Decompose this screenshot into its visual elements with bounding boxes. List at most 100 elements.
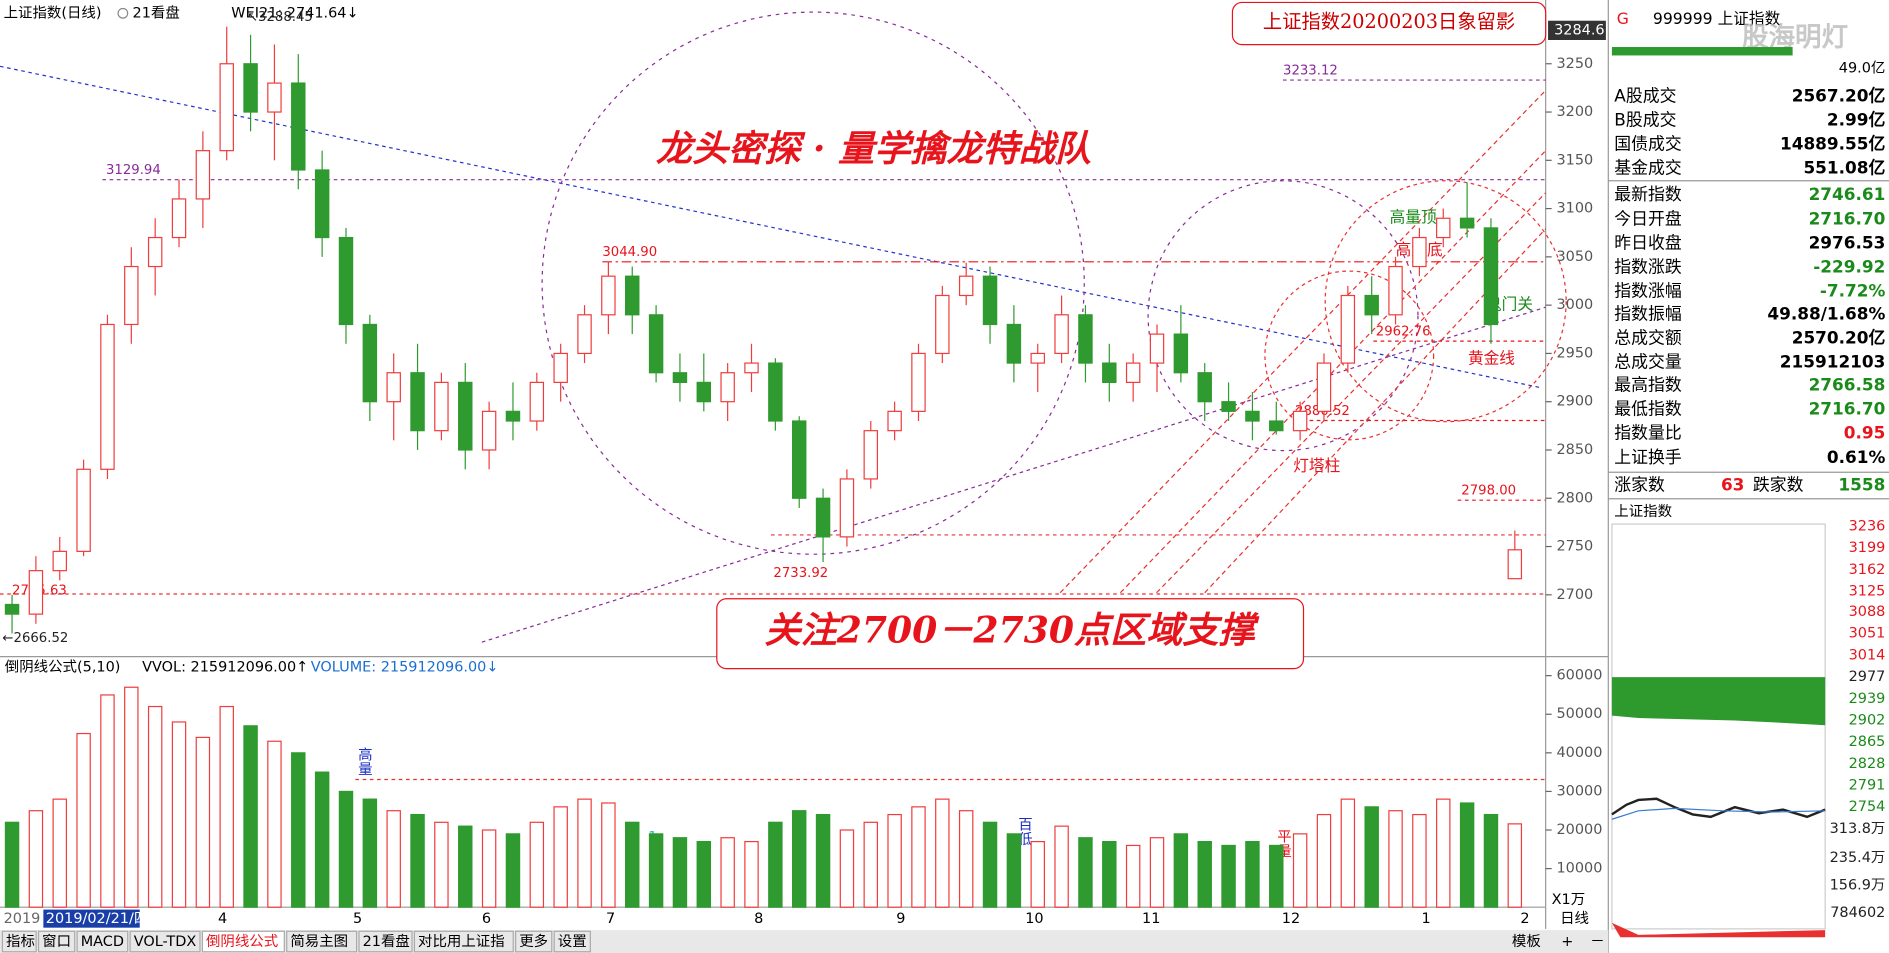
tab[interactable]: 21看盘 xyxy=(363,932,410,950)
trendline xyxy=(481,306,1546,643)
volume-bar xyxy=(1507,823,1523,908)
volume-bar xyxy=(243,725,258,908)
candle-body xyxy=(720,372,735,403)
quote-label: 最新指数 xyxy=(1614,184,1682,204)
channel xyxy=(1156,192,1547,594)
volume-bar xyxy=(1412,813,1427,908)
quote-label: B股成交 xyxy=(1614,110,1676,130)
quote-label: 今日开盘 xyxy=(1614,208,1682,228)
volume-bar xyxy=(386,810,401,908)
trendline xyxy=(0,65,1543,389)
quote-value: 2716.70 xyxy=(1809,399,1886,419)
tab-bg[interactable] xyxy=(413,930,514,953)
toolbar-button[interactable]: + xyxy=(1561,934,1573,950)
tab[interactable]: MACD xyxy=(81,934,124,950)
mini-scale-label: 313.8万 xyxy=(1830,821,1886,837)
x-label: 10 xyxy=(1025,911,1043,927)
tab-bg[interactable] xyxy=(358,930,413,953)
volume-bar xyxy=(434,821,449,908)
candle-body xyxy=(1030,352,1045,364)
x-label: 9 xyxy=(896,911,905,927)
indicator: WEI21: 2741.64↓ xyxy=(231,5,358,21)
candle-body xyxy=(1483,227,1499,326)
volume-bar xyxy=(1102,840,1117,908)
volume-bar xyxy=(1197,840,1212,908)
y-tick-label: 2850 xyxy=(1556,442,1593,458)
quote-value: 14889.55亿 xyxy=(1780,134,1886,154)
volume-bar xyxy=(1364,806,1379,908)
tab[interactable]: 设置 xyxy=(558,933,587,950)
tab-bg[interactable] xyxy=(201,930,285,953)
volume-bar xyxy=(935,798,950,908)
decline-label: 跌家数 xyxy=(1753,475,1804,495)
volume-bar xyxy=(648,833,664,908)
tab-bg[interactable] xyxy=(1,930,37,953)
x-label: 12 xyxy=(1282,911,1300,927)
quote-value: 2567.20亿 xyxy=(1792,85,1886,105)
volume-bar xyxy=(505,833,521,908)
volume-bar xyxy=(481,829,497,908)
candle-body xyxy=(553,352,568,383)
tab-bg[interactable] xyxy=(553,930,591,953)
tab[interactable]: 窗口 xyxy=(42,932,71,950)
volume-bar xyxy=(1316,813,1332,908)
channel xyxy=(1119,150,1547,594)
tab[interactable]: 倒阴线公式 xyxy=(206,933,278,950)
cursor-date: 2019/02/21/四 xyxy=(46,911,149,927)
level-label: 2798.00 xyxy=(1461,484,1516,499)
y-tick-label: 3250 xyxy=(1556,56,1593,72)
mini-scale-label: 156.9万 xyxy=(1830,878,1886,894)
candle-body xyxy=(1078,314,1093,364)
tab-bg[interactable] xyxy=(37,930,76,953)
legend-entry: VVOL: 215912096.00↑ xyxy=(142,659,308,675)
volume-bar xyxy=(291,752,306,908)
tab[interactable]: 对比用上证指 xyxy=(418,933,505,950)
toolbar-button[interactable]: － xyxy=(1590,934,1604,950)
candle-body xyxy=(1507,549,1523,580)
tab-bg[interactable] xyxy=(515,930,553,953)
tab[interactable]: 更多 xyxy=(519,933,548,950)
support-note: 关注2700－2730点区域支撑 xyxy=(765,609,1260,652)
candle-body xyxy=(529,381,545,422)
volume-bar xyxy=(1388,810,1403,908)
mini-area xyxy=(1611,677,1826,726)
quote-value: 0.95 xyxy=(1844,423,1886,443)
circle xyxy=(1264,270,1435,441)
candle-body xyxy=(147,236,163,268)
candle-body xyxy=(1364,294,1379,316)
level-label: ←2666.52 xyxy=(2,631,68,646)
volume-bar xyxy=(76,732,91,908)
mini-scale-label: 2977 xyxy=(1849,669,1886,685)
note: 黄金线 xyxy=(1468,349,1515,368)
candle-body xyxy=(696,381,712,403)
cursor-box xyxy=(43,909,140,928)
volume-bar xyxy=(1006,833,1022,908)
y-tick-label: 3150 xyxy=(1556,152,1593,168)
x-label: 6 xyxy=(482,911,491,927)
tab[interactable]: 指标 xyxy=(6,933,35,950)
y-tick-label: 2700 xyxy=(1556,587,1593,603)
level-label: 2733.92 xyxy=(773,566,828,581)
quote-label: 最低指数 xyxy=(1614,399,1682,419)
volume-bar xyxy=(100,694,115,908)
candle-body xyxy=(1149,333,1165,364)
y-tick-label: 30000 xyxy=(1556,783,1602,799)
tab-bg[interactable] xyxy=(129,930,201,953)
candle-body xyxy=(1316,362,1332,412)
legend-entry: VOLUME: 215912096.00↓ xyxy=(311,659,499,675)
quote-value: 551.08亿 xyxy=(1803,158,1885,178)
level-label: 3044.90 xyxy=(602,245,657,260)
volume-bar xyxy=(839,829,855,908)
mini-scale-label: 3125 xyxy=(1849,584,1886,600)
volume-note: 高量 xyxy=(356,747,372,776)
tab-bg[interactable] xyxy=(286,930,358,953)
tab[interactable]: 简易主图 xyxy=(290,933,348,950)
candle-body xyxy=(1459,217,1475,229)
tab[interactable]: VOL-TDX xyxy=(134,934,197,950)
overlays xyxy=(0,11,1567,781)
tab-bg[interactable] xyxy=(76,930,129,953)
toolbar-button[interactable]: 模板 xyxy=(1512,932,1541,950)
volume-bar xyxy=(219,705,234,908)
channel xyxy=(1059,89,1547,594)
